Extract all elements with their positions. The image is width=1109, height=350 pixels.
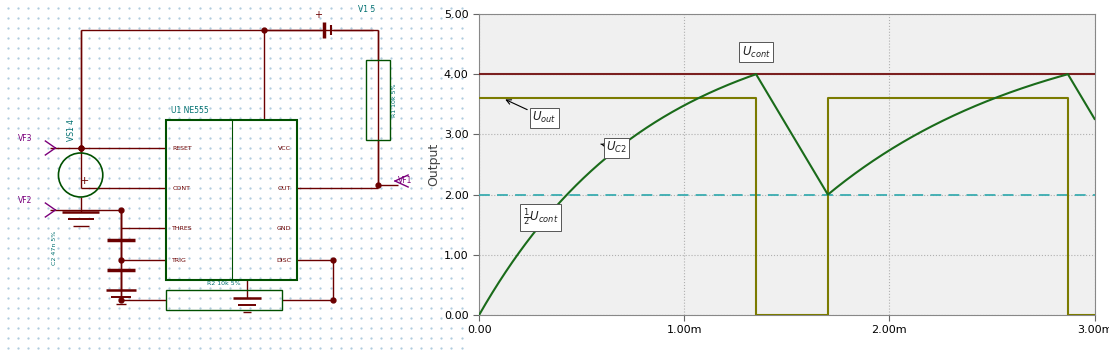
Text: RESET: RESET — [172, 146, 192, 150]
Text: C2 47n 5%: C2 47n 5% — [52, 231, 58, 265]
Text: TRIG: TRIG — [172, 258, 187, 262]
Text: OUT: OUT — [278, 186, 292, 190]
Text: +: + — [315, 10, 323, 20]
Y-axis label: Output: Output — [427, 143, 440, 186]
Text: VF3: VF3 — [18, 134, 32, 143]
Text: $U_{out}$: $U_{out}$ — [507, 100, 557, 125]
Text: $U_{C2}$: $U_{C2}$ — [601, 140, 627, 155]
Bar — [166, 290, 282, 310]
Text: +: + — [80, 176, 90, 186]
Text: $\frac{1}{2}U_{cont}$: $\frac{1}{2}U_{cont}$ — [522, 206, 559, 228]
Text: VCC: VCC — [278, 146, 292, 150]
Text: U1 NE555: U1 NE555 — [171, 106, 210, 115]
Text: GND: GND — [277, 225, 292, 231]
Text: VS1 4: VS1 4 — [67, 119, 75, 141]
Text: V1 5: V1 5 — [358, 5, 375, 14]
Bar — [366, 60, 390, 140]
Text: R2 10k 5%: R2 10k 5% — [207, 281, 241, 286]
Text: R1 10k 5%: R1 10k 5% — [391, 83, 397, 117]
Bar — [166, 120, 297, 280]
Text: VF2: VF2 — [18, 196, 32, 205]
Text: DISC: DISC — [276, 258, 292, 262]
Text: $U_{cont}$: $U_{cont}$ — [742, 45, 771, 60]
Text: CONT: CONT — [172, 186, 191, 190]
Text: VF1: VF1 — [398, 176, 413, 185]
Text: THRES: THRES — [172, 225, 193, 231]
